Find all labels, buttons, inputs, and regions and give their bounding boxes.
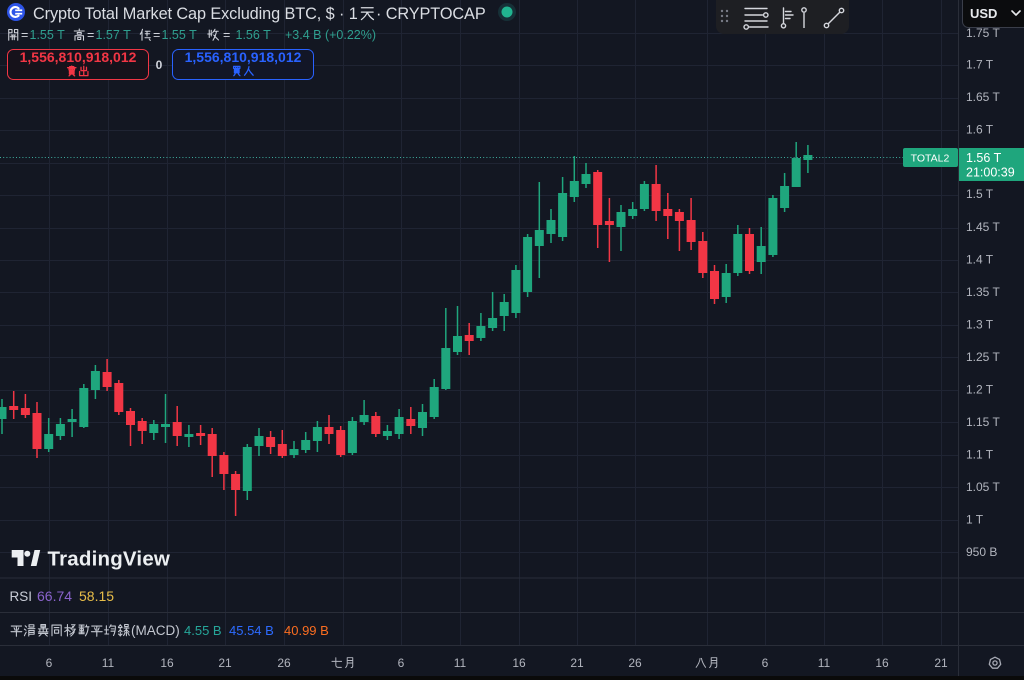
svg-text:Crypto Total Market Cap Exclud: Crypto Total Market Cap Excluding BTC, $… [33, 5, 358, 23]
svg-text:=: = [223, 28, 230, 42]
svg-text:+3.4 B (+0.22%): +3.4 B (+0.22%) [285, 28, 376, 42]
svg-text:40.99 B: 40.99 B [284, 623, 329, 638]
svg-text:6: 6 [762, 656, 769, 670]
svg-text:0: 0 [156, 58, 163, 72]
svg-text:1.6 T: 1.6 T [966, 123, 994, 137]
svg-text:4.55 B: 4.55 B [184, 623, 222, 638]
svg-text:1.56 T: 1.56 T [236, 28, 272, 42]
svg-text:1,556,810,918,012: 1,556,810,918,012 [20, 49, 137, 65]
svg-text:11: 11 [454, 656, 467, 670]
svg-text:1.15 T: 1.15 T [966, 415, 1000, 429]
svg-text:=: = [21, 28, 28, 42]
svg-text:USD: USD [970, 6, 997, 21]
svg-text:1,556,810,918,012: 1,556,810,918,012 [185, 49, 302, 65]
svg-text:1.3 T: 1.3 T [966, 318, 994, 332]
svg-text:RSI: RSI [10, 589, 33, 604]
svg-text:TradingView: TradingView [48, 548, 171, 571]
svg-text:21: 21 [218, 656, 232, 670]
svg-text:1.4 T: 1.4 T [966, 253, 994, 267]
svg-text:6: 6 [46, 656, 53, 670]
svg-text:1.55 T: 1.55 T [162, 28, 198, 42]
svg-text:1.55 T: 1.55 T [30, 28, 66, 42]
svg-text:58.15: 58.15 [79, 588, 114, 604]
svg-text:1.57 T: 1.57 T [96, 28, 132, 42]
svg-text:1.2 T: 1.2 T [966, 383, 994, 397]
svg-text:45.54 B: 45.54 B [229, 623, 274, 638]
svg-text:1.05 T: 1.05 T [966, 480, 1000, 494]
svg-text:1 T: 1 T [966, 513, 984, 527]
svg-text:21: 21 [570, 656, 584, 670]
svg-text:TOTAL2: TOTAL2 [911, 153, 950, 165]
svg-text:21:00:39: 21:00:39 [966, 166, 1015, 180]
svg-text:1.65 T: 1.65 T [966, 90, 1000, 104]
svg-text:1.35 T: 1.35 T [966, 285, 1000, 299]
svg-text:1.7 T: 1.7 T [966, 58, 994, 72]
svg-text:1.56 T: 1.56 T [966, 151, 1002, 165]
svg-text:66.74: 66.74 [37, 588, 72, 604]
svg-text:16: 16 [512, 656, 526, 670]
svg-text:1.75 T: 1.75 T [966, 26, 1000, 40]
svg-text:· CRYPTOCAP: · CRYPTOCAP [376, 5, 486, 23]
svg-text:26: 26 [277, 656, 291, 670]
svg-text:16: 16 [875, 656, 889, 670]
svg-text:1.1 T: 1.1 T [966, 448, 994, 462]
svg-text:21: 21 [934, 656, 948, 670]
svg-text:11: 11 [102, 656, 115, 670]
svg-text:=: = [153, 28, 160, 42]
svg-text:1.5 T: 1.5 T [966, 187, 994, 201]
svg-text:1.25 T: 1.25 T [966, 350, 1000, 364]
svg-text:=: = [87, 28, 94, 42]
svg-text:26: 26 [628, 656, 642, 670]
svg-text:950 B: 950 B [966, 545, 997, 559]
svg-text:16: 16 [160, 656, 174, 670]
svg-text:(MACD): (MACD) [131, 623, 180, 638]
svg-text:11: 11 [818, 656, 831, 670]
svg-text:6: 6 [398, 656, 405, 670]
svg-text:1.45 T: 1.45 T [966, 220, 1000, 234]
